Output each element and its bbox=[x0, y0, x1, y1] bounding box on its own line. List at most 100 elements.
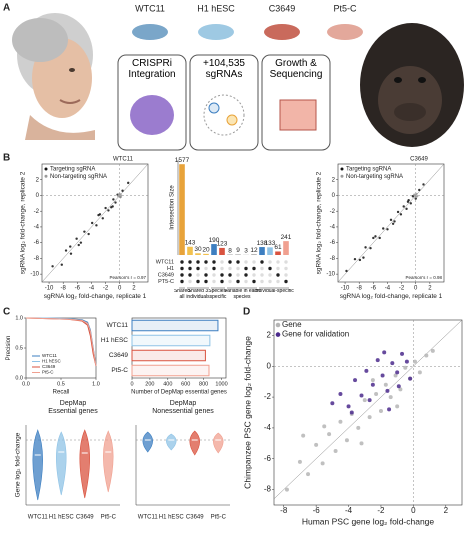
group-label: Shared all bbox=[174, 289, 190, 299]
point bbox=[383, 382, 388, 387]
point bbox=[301, 433, 306, 438]
y-tick-label: 1.0 bbox=[15, 315, 23, 321]
point bbox=[372, 236, 375, 240]
point bbox=[327, 432, 332, 437]
x-tick-label: Pt5-C bbox=[101, 515, 117, 521]
violin bbox=[32, 429, 43, 501]
matrix-dot bbox=[268, 279, 272, 284]
matrix-dot bbox=[260, 260, 264, 264]
matrix-dot bbox=[204, 273, 208, 277]
step-text: +104,535 sgRNAs bbox=[203, 58, 245, 80]
legend-marker bbox=[340, 174, 344, 178]
portrait-human bbox=[12, 13, 95, 140]
point bbox=[358, 258, 362, 262]
matrix-dot bbox=[252, 260, 256, 264]
panel-label: A bbox=[3, 3, 10, 14]
bar bbox=[211, 244, 217, 255]
matrix-dot bbox=[244, 273, 248, 277]
violin bbox=[79, 429, 90, 499]
plot-frame bbox=[337, 163, 445, 283]
point bbox=[389, 218, 393, 222]
bar bbox=[187, 246, 193, 255]
point bbox=[413, 359, 417, 364]
point bbox=[385, 388, 390, 393]
legend-label: Targeting sgRNA bbox=[50, 167, 95, 173]
matrix-dot bbox=[220, 273, 224, 277]
matrix-dot bbox=[284, 273, 288, 277]
matrix-dot bbox=[252, 266, 256, 271]
point bbox=[382, 227, 385, 230]
value-label: 190 bbox=[209, 237, 220, 244]
x-tick-label: -6 bbox=[371, 286, 377, 292]
matrix-dot bbox=[196, 266, 200, 271]
point bbox=[414, 195, 417, 199]
matrix-dot bbox=[276, 260, 280, 264]
matrix-dot bbox=[284, 260, 288, 264]
point bbox=[314, 442, 319, 447]
x-tick-label: 0.5 bbox=[57, 381, 65, 387]
legend-label: H1 hESC bbox=[42, 359, 62, 364]
point bbox=[403, 365, 408, 370]
point bbox=[95, 224, 98, 227]
matrix-dot bbox=[228, 260, 232, 264]
point bbox=[121, 189, 124, 192]
legend-label: Gene for validation bbox=[282, 330, 349, 339]
point bbox=[393, 220, 396, 223]
point bbox=[370, 378, 375, 383]
point bbox=[79, 241, 83, 244]
matrix-dot bbox=[188, 279, 192, 284]
x-tick-label: -8 bbox=[61, 286, 67, 292]
bar bbox=[131, 364, 210, 377]
x-axis-label: Recall bbox=[53, 389, 70, 395]
matrix-dot bbox=[212, 279, 216, 284]
point bbox=[370, 382, 375, 387]
point bbox=[344, 438, 349, 443]
y-tick-label: -6 bbox=[264, 454, 272, 463]
matrix-dot bbox=[252, 279, 256, 284]
bar bbox=[219, 247, 225, 255]
point bbox=[362, 398, 367, 403]
point bbox=[378, 408, 383, 413]
point bbox=[374, 235, 377, 238]
matrix-dot bbox=[260, 266, 264, 271]
point bbox=[75, 237, 78, 240]
matrix-dot bbox=[220, 279, 224, 284]
point bbox=[367, 398, 372, 403]
cell-line-label: Pt5-C bbox=[333, 3, 357, 13]
y-tick-label: -10 bbox=[30, 272, 39, 278]
point bbox=[284, 487, 289, 492]
point bbox=[386, 228, 389, 231]
value-label: 20 bbox=[202, 247, 210, 254]
chart-title: DepMap bbox=[60, 400, 87, 407]
point bbox=[362, 256, 365, 259]
x-tick-label: 0 bbox=[414, 286, 418, 292]
matrix-dot bbox=[180, 260, 184, 264]
group-label: Variable in each species bbox=[224, 289, 260, 299]
point bbox=[322, 424, 327, 429]
bar bbox=[131, 349, 206, 362]
diagonal bbox=[41, 163, 149, 283]
value-label: 138 bbox=[257, 240, 268, 247]
point bbox=[404, 359, 409, 364]
category-label: H1 hESC bbox=[101, 337, 128, 344]
chart-title: C3649 bbox=[410, 157, 428, 163]
point bbox=[430, 348, 435, 353]
legend-label: Gene bbox=[282, 320, 302, 329]
annotation: Pearson's r = 0.97 bbox=[109, 275, 146, 280]
x-tick-label: 0 bbox=[130, 381, 133, 387]
y-tick-label: -8 bbox=[330, 256, 336, 262]
matrix-dot bbox=[244, 266, 248, 271]
point bbox=[409, 202, 412, 205]
point bbox=[353, 257, 357, 261]
point bbox=[345, 269, 348, 273]
chart-subtitle: Nonessential genes bbox=[152, 408, 214, 415]
y-axis-label: Intersection Size bbox=[170, 185, 176, 230]
point bbox=[333, 449, 338, 454]
bar bbox=[251, 254, 257, 255]
point bbox=[64, 249, 68, 252]
y-axis-label: Chimpanzee PSC gene log₂ fold-change bbox=[243, 336, 253, 489]
point bbox=[406, 200, 410, 203]
matrix-dot bbox=[196, 279, 200, 284]
point bbox=[107, 209, 110, 212]
